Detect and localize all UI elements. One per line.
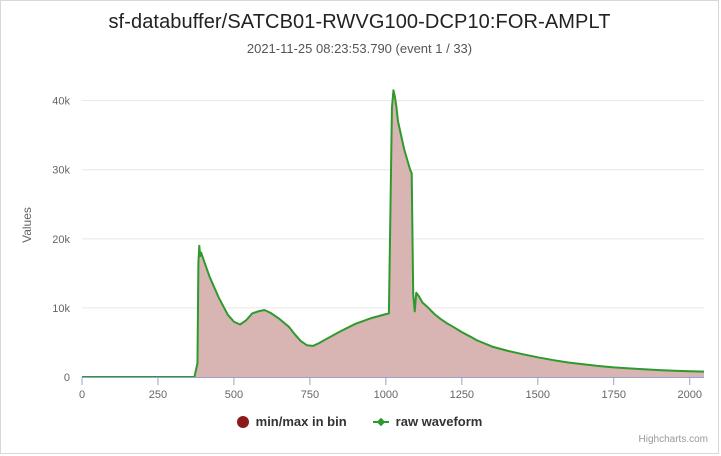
legend-label-min-max: min/max in bin <box>255 414 347 429</box>
y-tick-label: 0 <box>64 372 70 384</box>
x-tick-label: 1500 <box>526 389 550 401</box>
x-tick-label: 500 <box>225 389 243 401</box>
x-tick-label: 1000 <box>374 389 398 401</box>
x-tick-label: 1250 <box>450 389 474 401</box>
y-tick-label: 20k <box>52 234 70 246</box>
series-layer <box>82 89 705 378</box>
x-tick-label: 0 <box>79 389 85 401</box>
y-tick-label: 10k <box>52 303 70 315</box>
series-area-min-max[interactable] <box>82 90 704 378</box>
chart-title: sf-databuffer/SATCB01-RWVG100-DCP10:FOR-… <box>108 11 611 33</box>
series-line-raw-waveform[interactable] <box>82 89 705 378</box>
chart-subtitle: 2021-11-25 08:23:53.790 (event 1 / 33) <box>246 41 473 56</box>
x-tick-label: 2000 <box>677 389 701 401</box>
y-axis-title: Values <box>20 207 34 243</box>
x-tick-label: 750 <box>301 389 319 401</box>
y-tick-label: 40k <box>52 96 70 108</box>
axis-labels: 0 10k 20k 30k 40k 0 250 500 750 1000 1250 1500 1750 2… <box>20 96 702 401</box>
x-tick-label: 1750 <box>602 389 626 401</box>
legend-item-min-max[interactable]: min/max in bin <box>236 414 347 429</box>
y-tick-label: 30k <box>52 165 70 177</box>
axes <box>81 377 704 385</box>
circle-marker-icon <box>236 415 249 428</box>
credits-link[interactable]: Highcharts.com <box>638 434 708 445</box>
line-diamond-marker-icon <box>372 416 389 428</box>
legend-label-raw-waveform: raw waveform <box>395 414 483 429</box>
legend-item-raw-waveform[interactable]: raw waveform <box>372 414 483 429</box>
x-tick-label: 250 <box>149 389 167 401</box>
chart-legend: min/max in bin raw waveform <box>1 414 718 429</box>
